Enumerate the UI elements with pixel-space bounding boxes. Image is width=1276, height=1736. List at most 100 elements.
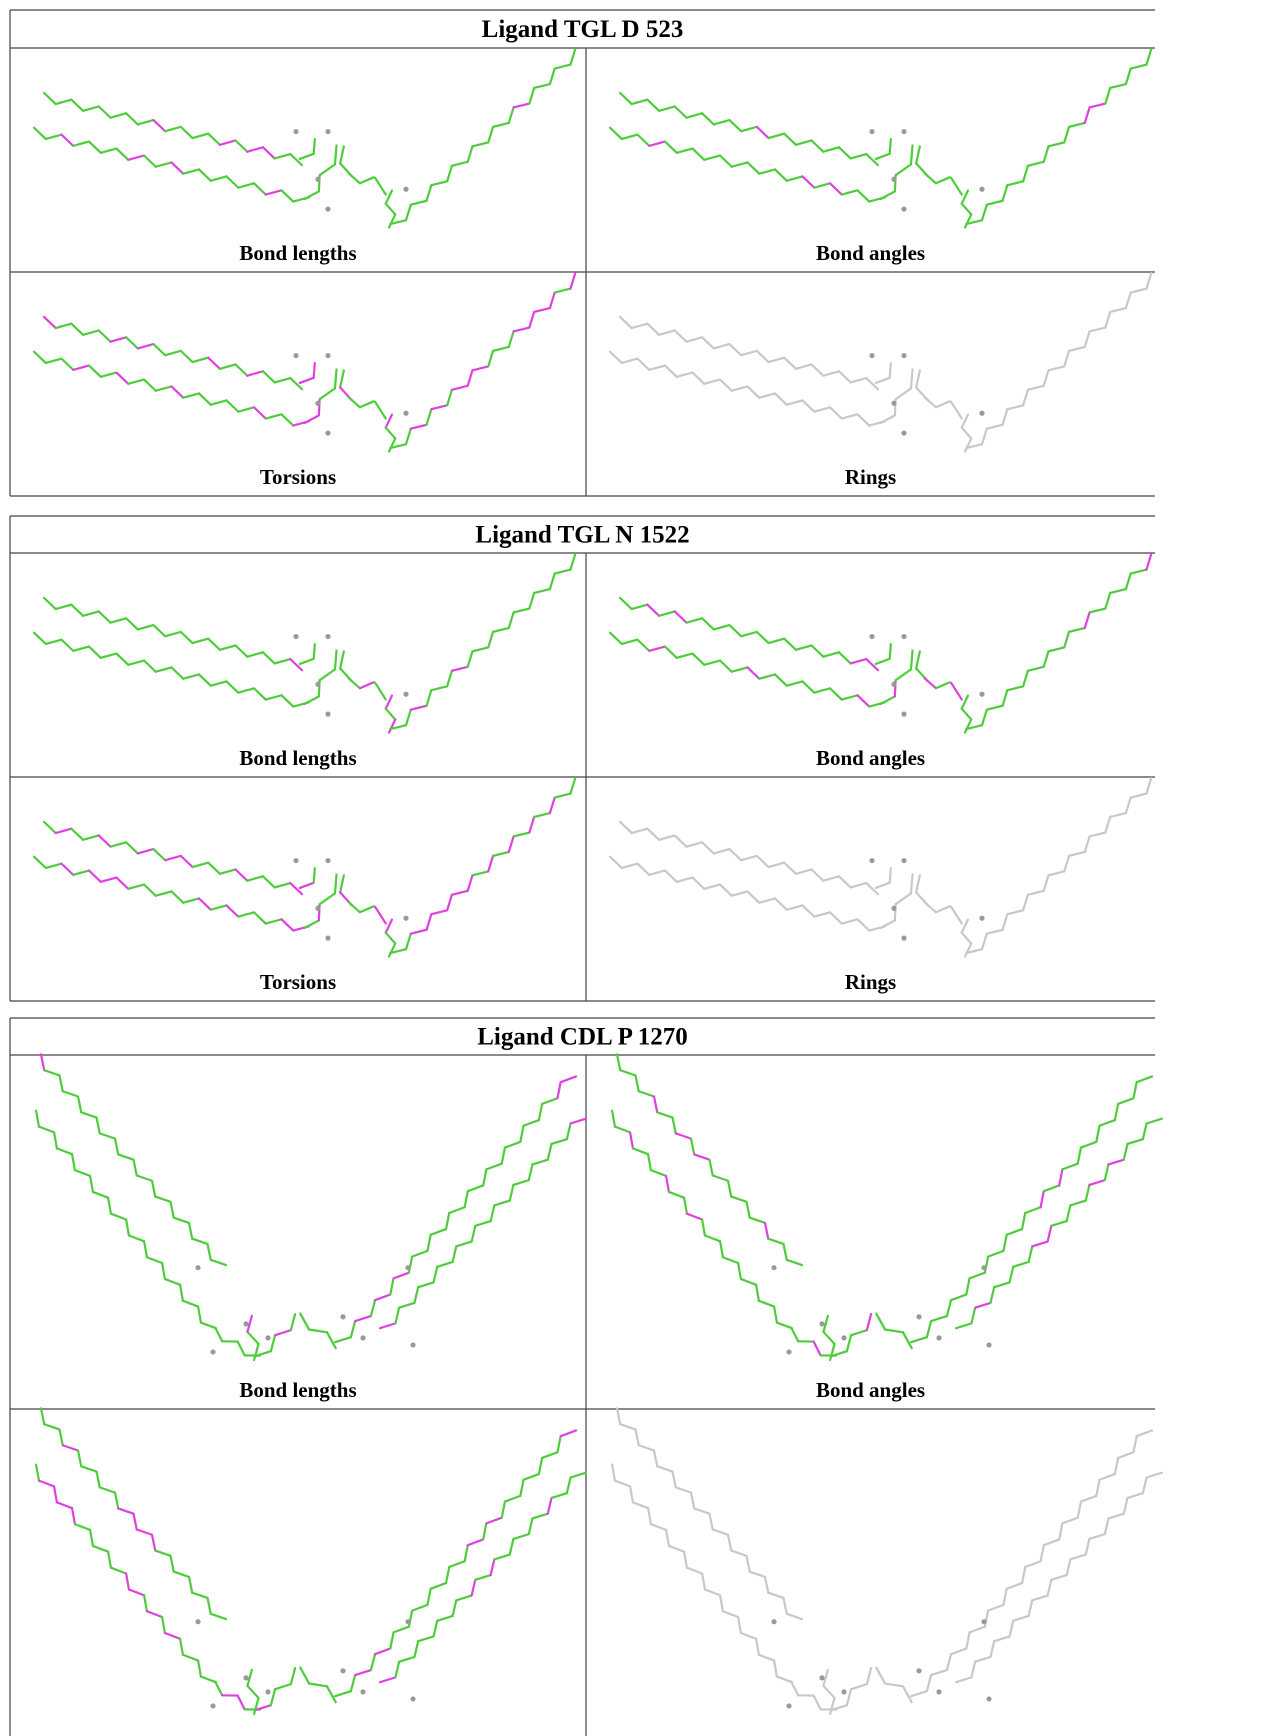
bond [411,201,427,205]
bond [550,69,555,85]
bond [702,842,714,853]
bond [1059,1523,1062,1539]
bond [839,147,851,158]
bond [704,885,720,889]
atom [981,1265,986,1270]
bond [126,842,138,853]
bond [491,1205,495,1221]
bond [1100,1474,1115,1480]
bond [355,1316,371,1321]
bond [165,632,181,636]
panel-caption: Rings [845,465,896,489]
bond [971,1662,975,1678]
bond [156,667,172,671]
bond [1067,1559,1071,1575]
bond [431,181,447,185]
bond [211,681,227,685]
bond [1070,1555,1085,1560]
bond [732,891,748,895]
bond [777,1323,792,1329]
bond [830,1698,834,1714]
bond [514,609,530,613]
atom [979,692,984,697]
bond [46,135,62,139]
bond [956,1323,971,1328]
atom [901,712,906,717]
table-title: Ligand TGL N 1522 [475,522,689,549]
bond [46,640,62,644]
bond [962,415,968,428]
bond [791,1681,798,1695]
bond [931,1670,947,1675]
bond [787,176,803,180]
bond [375,683,386,700]
bond [970,1627,985,1633]
panel-caption: Torsions [260,1732,336,1736]
bond [486,1518,501,1524]
bond [468,875,473,891]
bond [610,128,622,139]
bond [814,407,830,411]
bond [305,415,319,423]
bond [153,344,165,355]
bond [411,930,427,934]
bond [890,644,891,659]
bond [732,162,748,166]
bond [814,1696,821,1710]
bond [962,933,972,944]
bond [702,337,714,348]
bond [220,869,236,873]
bond [723,1257,738,1263]
bond [675,611,687,622]
bond [1110,813,1126,817]
bond [1044,370,1049,386]
bond [552,1139,567,1144]
bond [896,164,911,175]
bond [665,647,677,658]
bond [741,351,757,355]
bond [494,1555,509,1560]
bond [314,363,315,378]
bond [39,1481,54,1487]
bond [555,289,571,293]
bond [654,1096,657,1112]
bond [1128,1139,1143,1144]
bond [916,875,920,892]
bond [505,1496,520,1502]
bond [198,1307,201,1323]
bond [183,674,199,678]
bond [34,633,46,644]
bond [165,351,181,355]
bond [675,330,687,341]
bond [1115,1104,1118,1120]
bond [777,1677,792,1683]
bond [1048,647,1064,651]
bond [1090,833,1106,837]
bond [637,135,649,146]
atom [869,634,874,639]
bond [236,645,248,656]
bond [723,1611,738,1617]
bond [691,1493,694,1509]
bond [720,1595,723,1611]
bond [720,661,732,672]
bond [89,647,101,658]
bond [300,1314,309,1330]
bond [534,813,550,817]
bond [842,695,858,699]
bond [713,1176,728,1181]
bond [349,678,360,688]
atom [265,1335,270,1340]
bond [911,1691,927,1696]
bond [571,1473,586,1478]
bond [36,1111,39,1127]
bond [534,589,550,593]
bond [985,1611,988,1627]
bond [488,127,493,143]
atom [786,1349,791,1354]
bond [1081,1142,1096,1148]
bond [851,154,867,158]
bond [911,1337,927,1342]
bond [867,1314,871,1330]
bond [56,605,72,609]
